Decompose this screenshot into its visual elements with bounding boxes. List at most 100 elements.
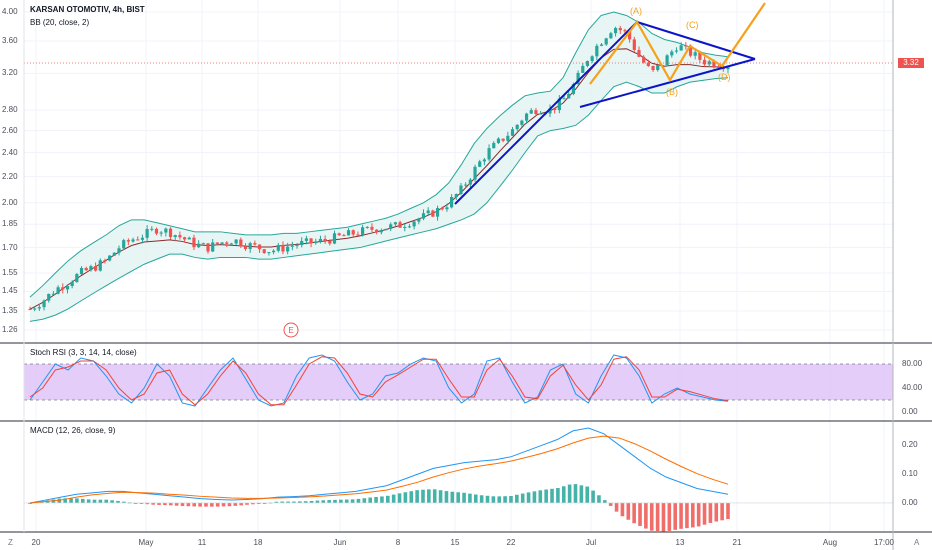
macd-label[interactable]: MACD (12, 26, close, 9) [30, 426, 116, 435]
macd-histogram-bar [57, 498, 62, 503]
time-tick-label: Aug [822, 538, 838, 547]
stoch-rsi-tick: 40.00 [902, 383, 923, 392]
time-tick-label: 21 [732, 538, 742, 547]
candle-body [506, 135, 510, 141]
bottom-left-icon[interactable]: Z [8, 538, 13, 547]
macd-histogram-bar [550, 488, 554, 503]
macd-histogram-bar [356, 498, 361, 503]
candle-body [304, 238, 308, 241]
macd-histogram-bar [573, 484, 578, 503]
stoch-rsi-k-line [29, 354, 729, 407]
candle-body [665, 55, 669, 65]
price-tick-label: 2.00 [2, 197, 18, 207]
time-tick-label: 18 [253, 538, 263, 547]
candle-body [112, 252, 116, 256]
price-tick-label: 2.40 [2, 147, 18, 157]
candle-body [89, 266, 93, 271]
candle-body [140, 237, 145, 240]
time-tick-label: 20 [31, 538, 41, 547]
candle-body [75, 274, 79, 283]
candle-body [70, 282, 74, 287]
macd-histogram-bar [661, 502, 666, 532]
macd-histogram-bar [262, 502, 267, 504]
candle-body [342, 235, 346, 237]
macd-histogram-bar [397, 493, 402, 503]
symbol-title[interactable]: KARSAN OTOMOTIV, 4h, BIST [30, 5, 145, 14]
candle-body [229, 243, 234, 245]
macd-histogram-bar [139, 502, 144, 504]
candle-body [136, 239, 140, 241]
bb-lower-line [29, 77, 729, 322]
candle-body [122, 240, 126, 249]
candle-body [262, 249, 266, 254]
macd-histogram-bar [450, 491, 455, 503]
candle-body [646, 62, 650, 67]
candle-body [276, 245, 280, 251]
stoch-rsi-label[interactable]: Stoch RSI (3, 3, 14, 14, close) [30, 348, 137, 357]
macd-histogram-bar [438, 490, 443, 503]
bb-indicator-label[interactable]: BB (20, close, 2) [30, 18, 90, 27]
candle-body [201, 243, 205, 245]
macd-histogram-bar [696, 502, 701, 527]
price-tick-label: 1.70 [2, 242, 18, 252]
macd-histogram-bar [298, 501, 302, 503]
bottom-right-icon[interactable]: A [914, 538, 920, 547]
trendline-upper [636, 21, 756, 60]
candle-body [33, 308, 37, 310]
candle-body [126, 240, 130, 242]
macd-histogram-bar [221, 502, 226, 507]
bb-upper-line [29, 11, 729, 298]
candle-body [548, 108, 552, 114]
candle-body [51, 293, 56, 295]
macd-histogram-bar [28, 502, 32, 504]
macd-histogram-bar [233, 502, 238, 506]
macd-histogram-bar [520, 493, 525, 503]
macd-histogram-bar [556, 488, 560, 503]
macd-histogram-bar [720, 502, 724, 521]
candle-body [613, 27, 618, 34]
macd-histogram-bar [579, 485, 584, 503]
candle-body [707, 61, 711, 65]
candle-body [168, 228, 173, 238]
trendline-pole [454, 21, 638, 205]
candle-body [337, 233, 341, 236]
macd-histogram-bar [192, 502, 197, 507]
candle-body [56, 287, 60, 294]
macd-histogram-bar [163, 502, 167, 506]
macd-histogram-bar [427, 489, 431, 503]
candle-body [712, 61, 716, 67]
time-tick-label: 17:00 [873, 538, 895, 547]
candle-body [482, 159, 487, 162]
macd-histogram-bar [274, 501, 279, 503]
candle-body [599, 44, 604, 46]
macd-macd-line [29, 427, 729, 504]
candle-body [332, 233, 337, 244]
macd-histogram-bar [385, 495, 390, 503]
candle-body [459, 185, 463, 194]
macd-histogram-bar [198, 502, 202, 507]
candle-body [65, 286, 70, 290]
candle-body [576, 72, 580, 85]
candle-body [164, 228, 168, 233]
macd-histogram-bar [145, 502, 150, 505]
macd-histogram-bar [473, 494, 478, 503]
wave-label: (D) [718, 72, 731, 82]
price-tick-label: 3.60 [2, 36, 18, 45]
macd-histogram-bar [309, 500, 314, 503]
candle-body [379, 230, 383, 233]
macd-histogram-bar [69, 498, 73, 503]
candle-body [454, 193, 458, 197]
time-tick-label: Jun [333, 538, 347, 547]
macd-histogram-bar [80, 498, 85, 503]
price-tick-label: 2.80 [2, 105, 18, 115]
time-tick-label: 13 [675, 538, 685, 547]
candle-body [684, 45, 688, 47]
price-tick-label: 1.45 [2, 286, 18, 296]
candle-body [421, 213, 426, 219]
candle-body [93, 266, 98, 271]
bb-basis-line [29, 48, 729, 310]
macd-histogram-bar [110, 500, 114, 503]
macd-histogram-bar [544, 489, 548, 503]
macd-histogram-bar [485, 495, 490, 503]
